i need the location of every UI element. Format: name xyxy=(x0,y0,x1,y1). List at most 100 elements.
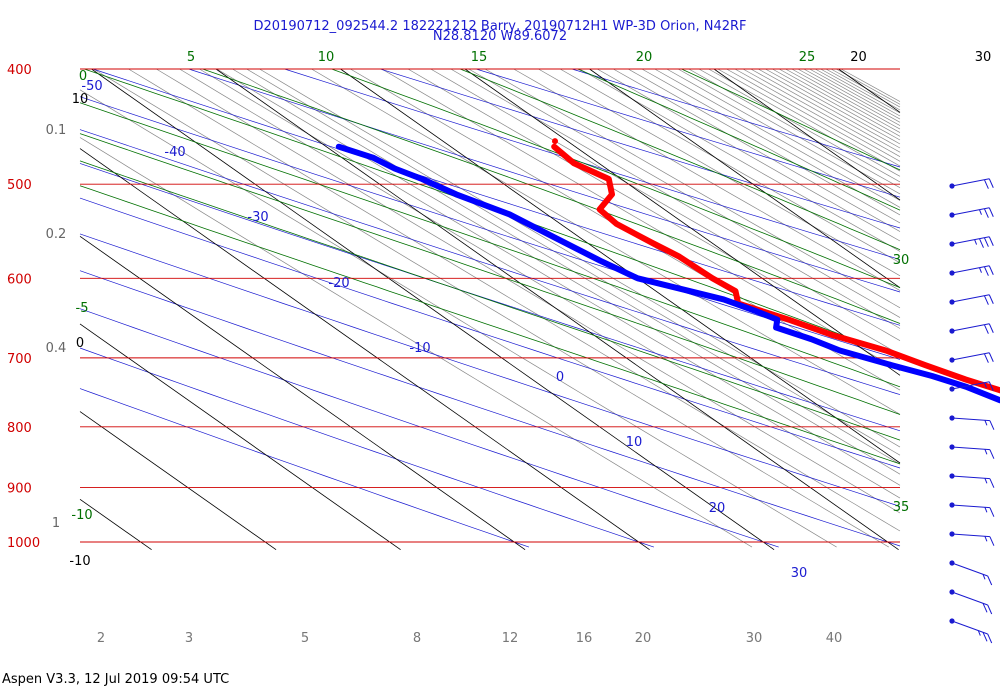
mixing-ratio-line xyxy=(179,68,901,499)
moist-adiabat-label: -10 xyxy=(71,508,92,523)
isotherm-left-label: 10 xyxy=(72,92,89,107)
mixing-ratio-line xyxy=(726,68,901,167)
mixing-ratio-line xyxy=(641,68,901,216)
mixing-ratio-line xyxy=(758,68,901,149)
isotherm-line xyxy=(79,498,152,551)
wind-barb-flag xyxy=(988,294,994,304)
wind-barb-half-flag xyxy=(983,382,987,388)
isotherm-line xyxy=(464,68,901,376)
dry-adiabat-line xyxy=(79,233,901,507)
dry-adiabat-line xyxy=(188,68,901,293)
dry-adiabat-label: -50 xyxy=(81,79,102,94)
wind-barb xyxy=(949,265,994,276)
isotherm-label: 30 xyxy=(975,50,992,65)
mixing-ratio-line xyxy=(311,68,901,415)
mixing-ratio-label: 40 xyxy=(826,631,843,646)
wind-barb-flag xyxy=(987,633,993,644)
mixing-ratio-line xyxy=(350,68,901,391)
dry-adiabat-line xyxy=(79,308,779,548)
mixing-ratio-line xyxy=(597,68,901,242)
moist-adiabat-label: 0 xyxy=(79,69,87,84)
pressure-tick-label: 500 xyxy=(7,178,32,193)
dry-adiabat-line xyxy=(79,163,901,432)
mixing-ratio-line xyxy=(688,68,901,189)
wind-barb-flag xyxy=(982,603,988,613)
moist-adiabat-line xyxy=(331,68,901,289)
wind-barb-half-flag xyxy=(984,507,988,513)
dry-adiabat-label: -30 xyxy=(247,210,268,225)
mixing-ratio-label: 30 xyxy=(746,631,763,646)
mixing-ratio-line xyxy=(246,68,901,456)
wind-barb-half-flag xyxy=(974,239,978,245)
mixing-ratio-line xyxy=(809,68,901,120)
mixing-ratio-line xyxy=(232,68,901,465)
wind-barb-half-flag xyxy=(984,478,988,484)
mixing-ratio-line xyxy=(484,68,901,309)
wind-barb-flag xyxy=(989,449,995,459)
mixing-ratio-line xyxy=(797,68,901,126)
dry-adiabat-line xyxy=(79,197,901,469)
isotherm-line xyxy=(79,148,650,551)
mixing-ratio-line xyxy=(820,68,901,114)
mixing-ratio-line xyxy=(785,68,901,133)
mixing-ratio-line xyxy=(513,68,901,291)
isotherm-line xyxy=(589,68,901,289)
wind-barb-shaft xyxy=(951,475,990,480)
moist-adiabat-label: 25 xyxy=(799,50,816,65)
isotherm-line xyxy=(215,68,899,551)
wind-barb-flag xyxy=(983,237,989,247)
cloud-top-label: 0.4 xyxy=(46,341,67,356)
wind-barb xyxy=(949,444,995,459)
wind-barb xyxy=(949,323,994,334)
wind-barb-shaft xyxy=(951,620,988,635)
mixing-ratio-label: 5 xyxy=(301,631,309,646)
mixing-ratio-line xyxy=(742,68,901,158)
wind-barb-shaft xyxy=(951,236,990,245)
mixing-ratio-line xyxy=(791,68,901,130)
moist-adiabat-label: 20 xyxy=(636,50,653,65)
wind-barb-flag xyxy=(983,353,989,363)
isotherm-line xyxy=(838,68,901,113)
wind-barb-flag xyxy=(987,604,993,615)
wind-barb-flag xyxy=(983,266,989,276)
wind-barb-shaft xyxy=(951,352,990,361)
cloud-top-label: 0.2 xyxy=(46,227,67,242)
wind-barb-shaft xyxy=(951,591,988,606)
dry-adiabat-line xyxy=(284,68,901,260)
dry-adiabat-label: 10 xyxy=(626,435,643,450)
dry-adiabat-label: -40 xyxy=(164,145,185,160)
wind-barb-flag xyxy=(989,536,995,546)
mixing-ratio-line xyxy=(579,68,901,252)
wind-barb-flag xyxy=(988,178,994,188)
pressure-tick-label: 600 xyxy=(7,272,32,287)
chart-title: D20190712_092544.2 182221212 Barry, 2019… xyxy=(253,19,747,34)
chart-subtitle: N28.8120 W89.6072 xyxy=(432,29,568,44)
mixing-ratio-line xyxy=(156,68,901,514)
mixing-ratio-line xyxy=(734,68,901,162)
isotherm-label: 20 xyxy=(850,50,867,65)
chart-labels: 4005006007008009001000203040506070100-10… xyxy=(7,50,992,646)
moist-adiabat-line xyxy=(459,68,901,251)
temperature-point xyxy=(551,138,558,145)
mixing-ratio-label: 16 xyxy=(576,631,593,646)
wind-barb-half-flag xyxy=(982,574,986,580)
isotherm-left-label: -10 xyxy=(69,554,90,569)
dry-adiabat-label: 20 xyxy=(709,501,726,516)
wind-barb xyxy=(949,618,993,644)
mixing-ratio-line xyxy=(216,68,901,475)
wind-barb-half-flag xyxy=(984,536,988,542)
mixing-ratio-line xyxy=(840,68,901,102)
mixing-ratio-line xyxy=(698,68,901,183)
footer-version: Aspen V3.3, 12 Jul 2019 09:54 UTC xyxy=(2,672,230,687)
mixing-ratio-line xyxy=(708,68,901,177)
wind-barb-shaft xyxy=(951,381,990,390)
wind-barb-flag xyxy=(988,265,994,275)
wind-barb-half-flag xyxy=(979,267,982,273)
moist-adiabat-line xyxy=(577,68,901,211)
moist-adiabat-label: 5 xyxy=(187,50,195,65)
wind-barb-flag xyxy=(979,238,984,248)
mixing-ratio-label: 8 xyxy=(413,631,421,646)
wind-barb-shaft xyxy=(951,504,990,509)
mixing-ratio-label: 3 xyxy=(185,631,193,646)
dry-adiabat-line xyxy=(79,270,901,547)
